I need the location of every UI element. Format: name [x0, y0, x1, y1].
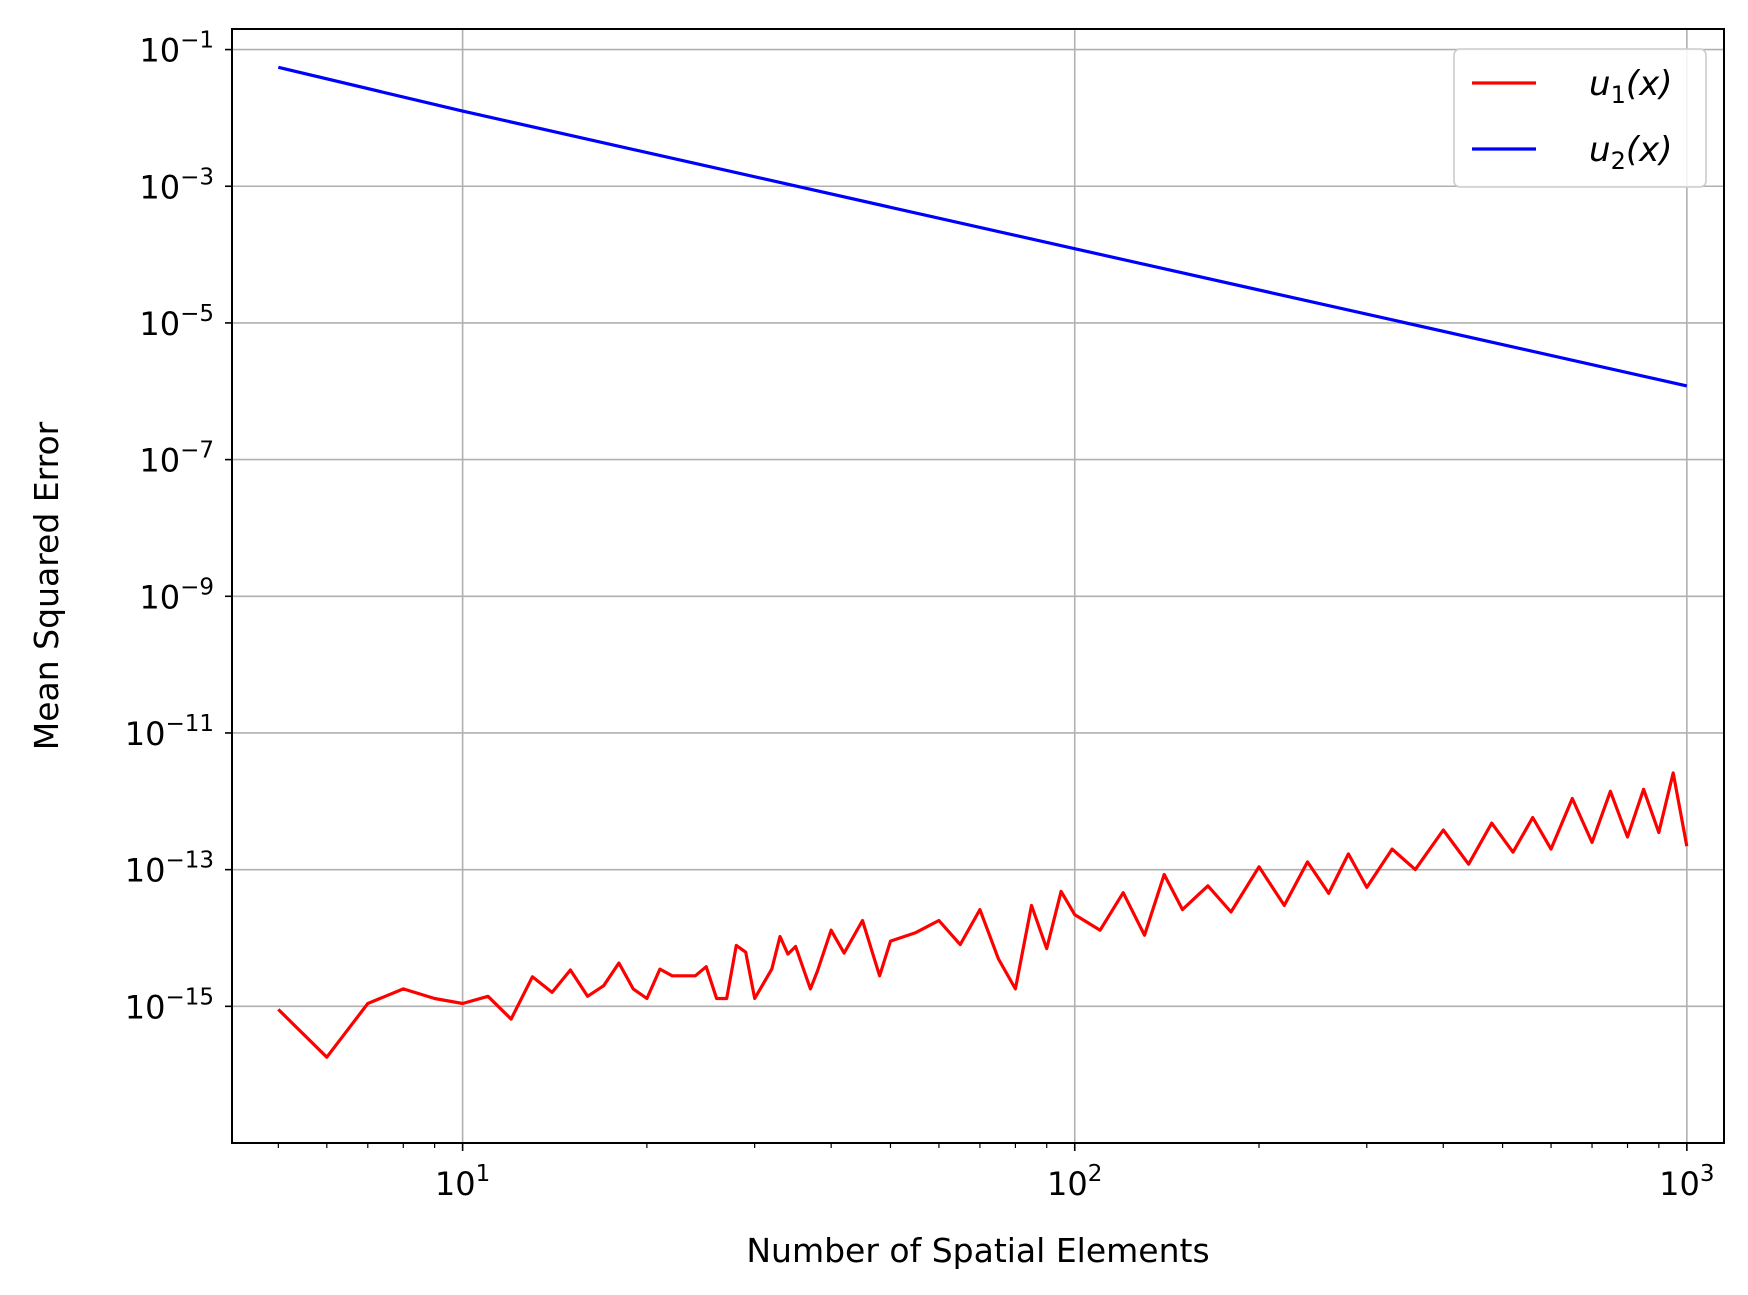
y-tick-label-base: 10 — [125, 852, 166, 890]
y-tick-label-exponent: −13 — [165, 848, 214, 874]
y-tick-label-base: 10 — [125, 988, 166, 1026]
series-layer — [277, 65, 1689, 1059]
y-tick-label-exponent: −15 — [165, 984, 214, 1010]
y-tick-label: 10−5 — [139, 301, 214, 343]
legend-entry-base: u — [1589, 130, 1611, 170]
series-line-u2x — [277, 65, 1688, 388]
y-tick-label-base: 10 — [139, 305, 180, 343]
y-tick-label-exponent: −5 — [180, 301, 214, 327]
y-tick-label: 10−3 — [139, 164, 214, 206]
x-tick-label-base: 10 — [1659, 1165, 1700, 1203]
x-tick-label-base: 10 — [1047, 1165, 1088, 1203]
x-tick-label-exponent: 3 — [1700, 1161, 1715, 1187]
legend-entry-suffix: (x) — [1626, 130, 1673, 170]
y-tick-label-exponent: −1 — [180, 28, 214, 54]
y-tick-label-base: 10 — [125, 715, 166, 753]
y-tick-label-exponent: −9 — [180, 574, 214, 600]
y-tick-label-base: 10 — [139, 578, 180, 616]
legend-entry-suffix: (x) — [1626, 64, 1673, 104]
y-tick-label: 10−11 — [125, 711, 214, 753]
legend: u1(x)u2(x) — [1453, 48, 1707, 188]
y-tick-label: 10−7 — [139, 438, 214, 480]
y-tick-label-exponent: −3 — [180, 164, 214, 190]
x-axis-label: Number of Spatial Elements — [746, 1231, 1209, 1270]
y-tick-label-exponent: −7 — [180, 438, 214, 464]
legend-entry-subscript: 2 — [1611, 147, 1626, 175]
x-tick-label: 103 — [1659, 1161, 1714, 1203]
grid — [232, 29, 1724, 1143]
series-line-u1x — [277, 771, 1689, 1059]
legend-entry: u2(x) — [1589, 130, 1673, 175]
x-tick-label: 101 — [435, 1161, 490, 1203]
x-tick-label-base: 10 — [435, 1165, 476, 1203]
x-tick-label: 102 — [1047, 1161, 1102, 1203]
y-tick-label: 10−13 — [125, 848, 214, 890]
x-tick-label-exponent: 1 — [476, 1161, 491, 1187]
y-tick-label: 10−1 — [139, 28, 214, 70]
plot-frame — [231, 28, 1725, 1144]
y-tick-label-exponent: −11 — [165, 711, 214, 737]
y-tick-label: 10−15 — [125, 984, 214, 1026]
y-axis-label: Mean Squared Error — [27, 421, 66, 750]
x-tick-label-exponent: 2 — [1088, 1161, 1103, 1187]
legend-entry-base: u — [1589, 64, 1611, 104]
y-tick-label-base: 10 — [139, 168, 180, 206]
legend-entry: u1(x) — [1589, 64, 1673, 109]
legend-entry-subscript: 1 — [1611, 81, 1626, 109]
y-tick-label: 10−9 — [139, 574, 214, 616]
y-tick-label-base: 10 — [139, 442, 180, 480]
y-tick-label-base: 10 — [139, 32, 180, 70]
